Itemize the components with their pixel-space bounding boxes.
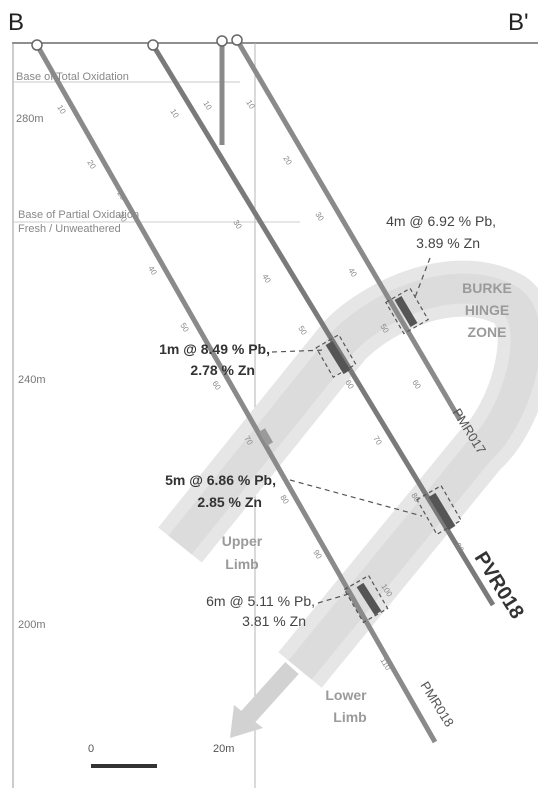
intercept-label-4-line1: 6m @ 5.11 % Pb, bbox=[206, 593, 315, 609]
upper-limb-label-1: Upper bbox=[222, 533, 263, 549]
collar-pvr018 bbox=[147, 39, 159, 51]
depth-tick: 50 bbox=[296, 324, 309, 337]
depth-tick: 20 bbox=[281, 154, 294, 167]
leader-line-3 bbox=[289, 479, 423, 517]
upper-limb-label-2: Limb bbox=[225, 556, 258, 572]
leader-line-2 bbox=[271, 349, 327, 353]
drill-hole-pmr018 bbox=[34, 43, 438, 744]
depth-tick: 110 bbox=[378, 656, 393, 672]
horizon-fresh: Fresh / Unweathered bbox=[18, 223, 121, 235]
intercept-label-1-line2: 3.89 % Zn bbox=[416, 235, 480, 251]
section-end-label: B' bbox=[508, 9, 529, 36]
leader-line-4 bbox=[317, 592, 353, 604]
depth-tick: 10 bbox=[168, 107, 181, 120]
drill-hole-pmr017 bbox=[234, 38, 463, 422]
intercept-box-2 bbox=[315, 333, 357, 379]
depth-tick: 30 bbox=[313, 210, 326, 223]
intercept-seg-4 bbox=[356, 582, 382, 616]
hinge-zone-label-1: BURKE bbox=[462, 280, 512, 296]
hinge-zone-label-2: HINGE bbox=[465, 302, 509, 318]
collar-pmr018 bbox=[31, 39, 43, 51]
depth-tick: 40 bbox=[346, 266, 359, 279]
depth-tick: 30 bbox=[231, 218, 244, 231]
depth-tick: 40 bbox=[146, 264, 159, 277]
depth-tick: 10 bbox=[55, 103, 68, 116]
depth-tick: 60 bbox=[210, 379, 223, 392]
horizon-total-oxidation: Base of Total Oxidation bbox=[16, 71, 129, 83]
hinge-zone-label-3: ZONE bbox=[468, 324, 507, 340]
leader-line-1 bbox=[413, 257, 431, 301]
horizon-partial-oxidation: Base of Partial Oxidation bbox=[18, 209, 139, 221]
depth-tick: 60 bbox=[410, 378, 423, 391]
intercept-seg-1 bbox=[394, 295, 418, 328]
depth-tick: 10 bbox=[201, 99, 214, 112]
intercept-label-4-line2: 3.81 % Zn bbox=[242, 613, 306, 629]
intercept-label-2-line2: 2.78 % Zn bbox=[190, 362, 255, 378]
intercept-seg-minor bbox=[258, 428, 274, 446]
depth-tick: 80 bbox=[278, 493, 291, 506]
elevation-label-240: 240m bbox=[18, 374, 46, 386]
depth-tick: 20 bbox=[85, 158, 98, 171]
intercept-label-3-line2: 2.85 % Zn bbox=[197, 494, 262, 510]
intercept-seg-2 bbox=[325, 340, 351, 375]
collar-pmr017 bbox=[231, 34, 243, 46]
intercept-seg-3 bbox=[428, 492, 456, 531]
depth-tick: 90 bbox=[311, 548, 324, 561]
lower-limb-label-2: Limb bbox=[333, 709, 366, 725]
elevation-label-280: 280m bbox=[16, 113, 44, 125]
intercept-box-1 bbox=[385, 287, 429, 335]
intercept-box-4 bbox=[343, 574, 389, 624]
ore-band-inner bbox=[168, 273, 538, 680]
elevation-label-200: 200m bbox=[18, 619, 46, 631]
depth-tick: 50 bbox=[178, 321, 191, 334]
depth-tick: 40 bbox=[260, 272, 273, 285]
lower-limb-label-1: Lower bbox=[325, 687, 367, 703]
lower-limb-arrow-shaft bbox=[240, 661, 299, 725]
intercept-label-1-line1: 4m @ 6.92 % Pb, bbox=[386, 213, 496, 229]
scale-end-label: 20m bbox=[213, 743, 234, 755]
intercept-label-3-line1: 5m @ 6.86 % Pb, bbox=[165, 472, 276, 488]
lower-limb-arrow-head bbox=[230, 705, 263, 738]
collar-short bbox=[216, 35, 228, 47]
intercept-label-2-line1: 1m @ 8.49 % Pb, bbox=[159, 341, 270, 357]
section-start-label: B bbox=[8, 9, 24, 36]
drill-hole-pvr018 bbox=[150, 43, 496, 607]
intercept-box-3 bbox=[416, 484, 462, 536]
depth-tick: 70 bbox=[371, 434, 384, 447]
scale-start-label: 0 bbox=[88, 743, 94, 755]
